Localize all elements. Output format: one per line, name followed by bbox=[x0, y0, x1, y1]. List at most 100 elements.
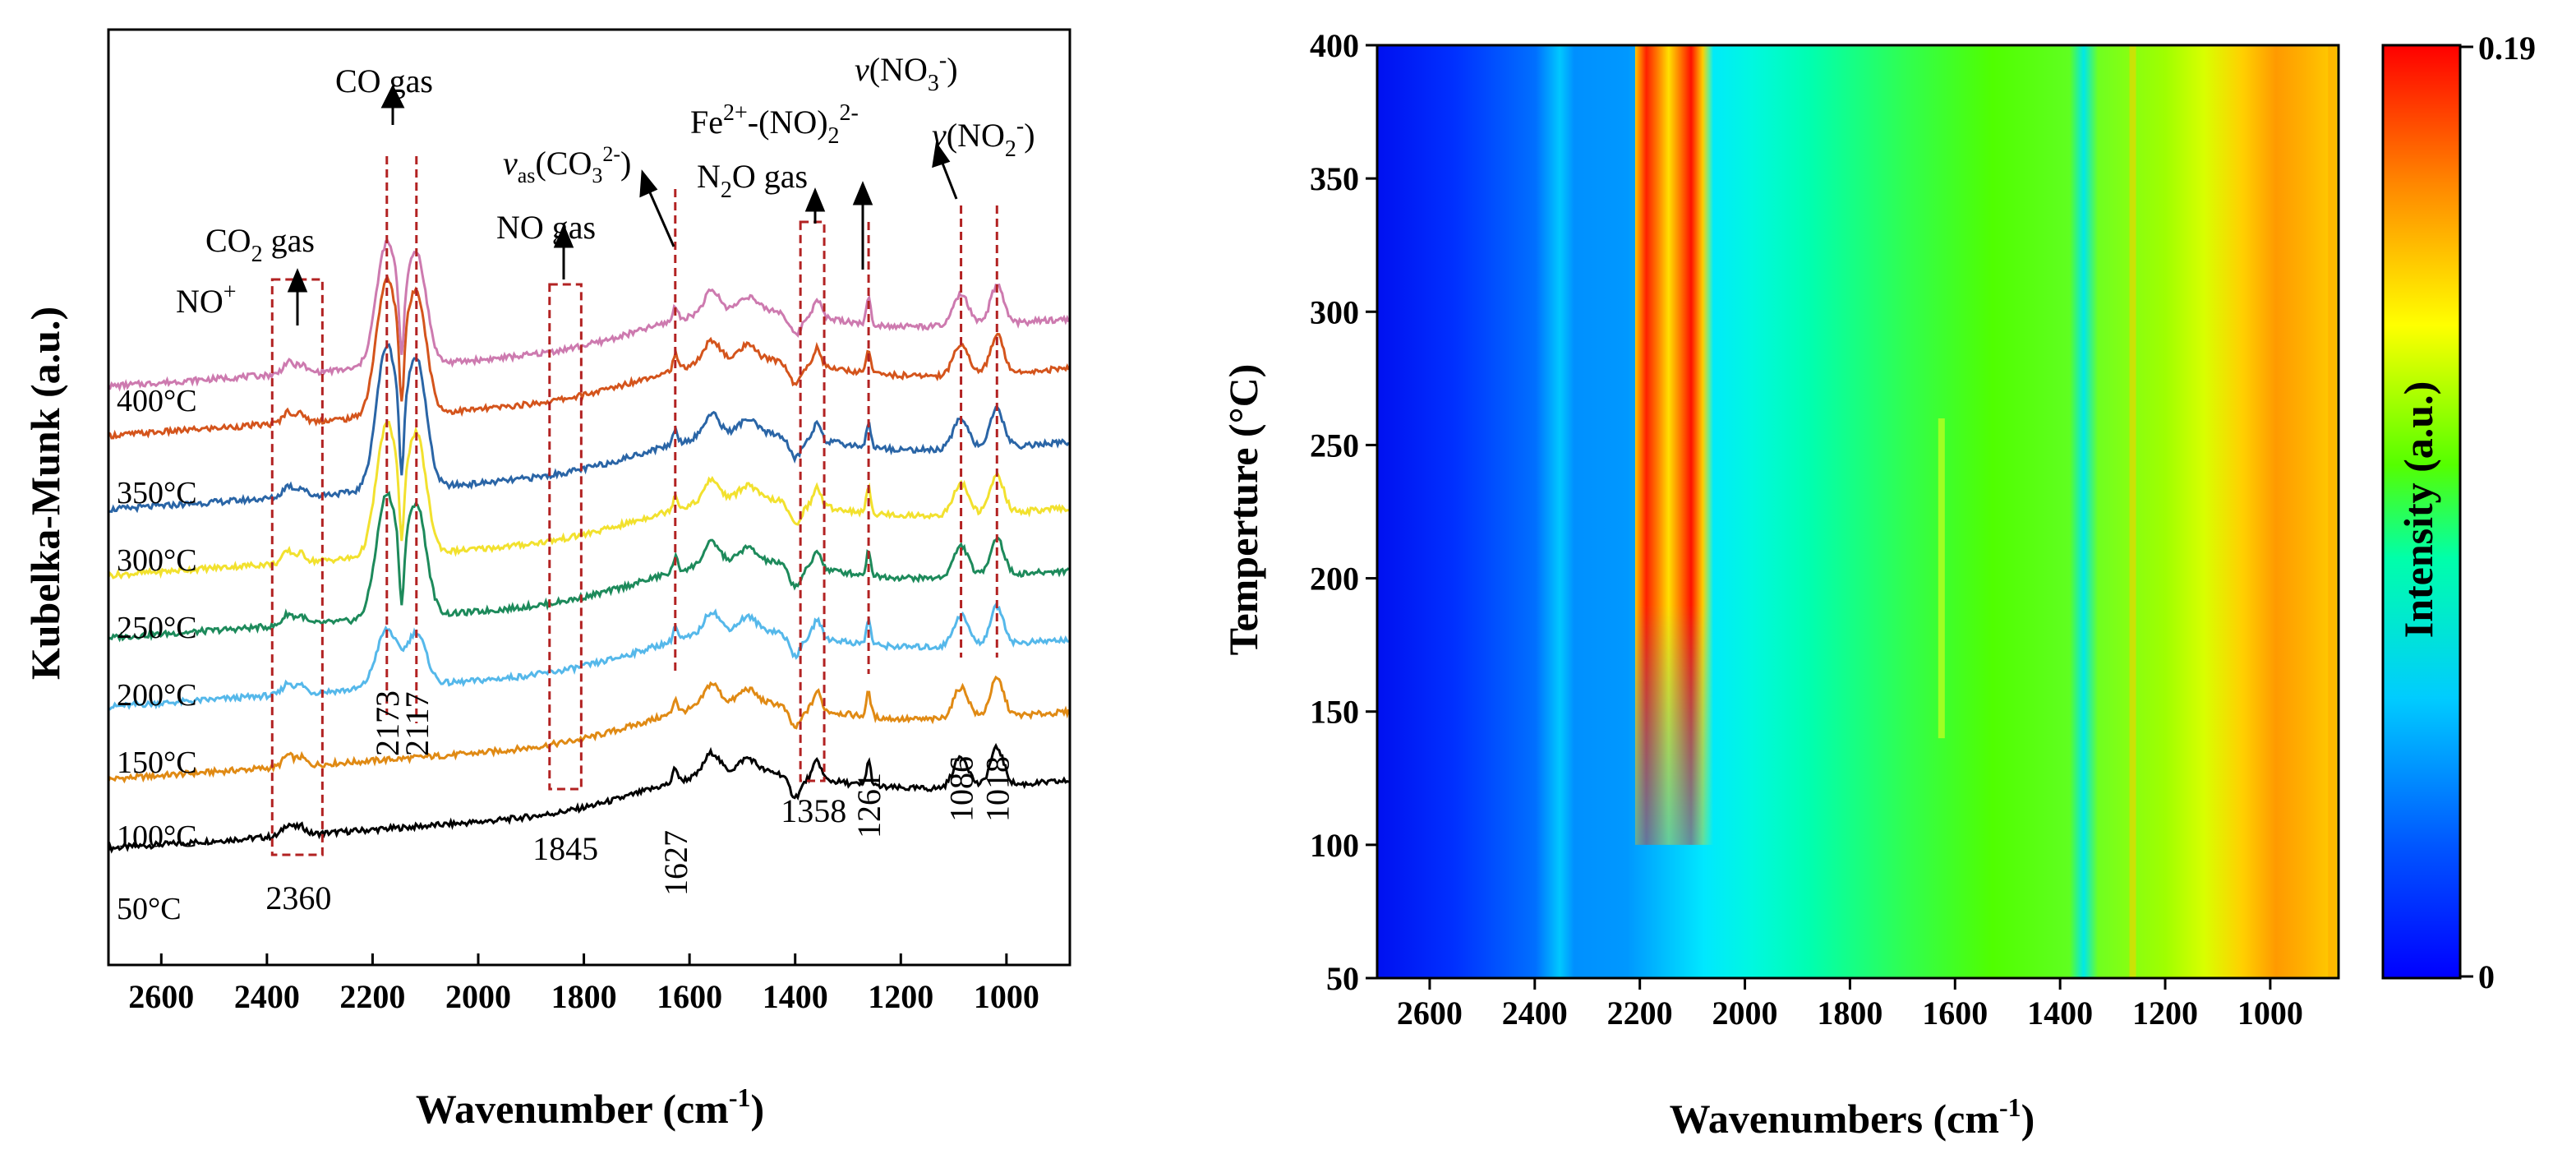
spectrum-line-350c bbox=[108, 274, 1071, 440]
peak-label: 2173 bbox=[369, 690, 406, 756]
left-x-tick-label: 2600 bbox=[128, 978, 194, 1015]
right-x-tick-label: 2000 bbox=[1712, 995, 1778, 1032]
curve-label: 200°C bbox=[117, 678, 197, 713]
arrowhead-no-gas bbox=[553, 224, 574, 248]
curve-label: 100°C bbox=[117, 819, 197, 854]
colorbar-title: Intensity (a.u.) bbox=[2395, 381, 2441, 639]
colorbar-frame bbox=[2381, 44, 2462, 980]
arrow-vas bbox=[647, 190, 675, 247]
curve-label: 300°C bbox=[117, 543, 197, 578]
heatmap-base bbox=[1377, 45, 2339, 978]
left-x-ticks: 2600 2400 2200 2000 1800 1600 1400 1200 1000 bbox=[128, 953, 1039, 1015]
heatmap-stripe-1261 bbox=[2129, 45, 2136, 978]
spectrum-line-300c bbox=[108, 343, 1070, 514]
right-y-tick-label: 300 bbox=[1310, 293, 1359, 330]
left-spectra-group bbox=[107, 238, 1071, 854]
left-x-tick-label: 1600 bbox=[657, 978, 722, 1015]
annotation-vno3: v(NO3-) bbox=[855, 48, 958, 96]
left-y-axis-title: Kubelka-Munk (a.u.) bbox=[22, 307, 68, 680]
heatmap bbox=[1377, 45, 2339, 978]
curve-label: 250°C bbox=[117, 611, 197, 645]
right-x-tick-label: 2600 bbox=[1397, 995, 1463, 1032]
right-panel: 2600 2400 2200 2000 1800 1600 1400 1200 1000 501… bbox=[1220, 27, 2536, 1142]
left-x-tick-label: 2000 bbox=[445, 978, 511, 1015]
heatmap-band-co bbox=[1624, 45, 1714, 845]
annotation-co-gas: CO gas bbox=[335, 62, 433, 99]
right-y-tick-label: 200 bbox=[1310, 561, 1359, 598]
spectrum-line-250c bbox=[107, 420, 1069, 580]
curve-label: 150°C bbox=[117, 745, 197, 780]
arrowhead-vas bbox=[639, 169, 658, 198]
colorbar-min-label: 0 bbox=[2478, 958, 2495, 995]
annotation-no-gas: NO gas bbox=[496, 209, 596, 246]
right-plot-frame bbox=[1376, 44, 2340, 980]
left-x-axis-title: Wavenumber (cm-1) bbox=[416, 1082, 764, 1132]
curve-label: 50°C bbox=[117, 892, 182, 926]
right-x-tick-label: 1800 bbox=[1817, 995, 1882, 1032]
right-x-tick-label: 1600 bbox=[1922, 995, 1988, 1032]
annotation-vas-co3: vas(CO32-) bbox=[503, 142, 631, 187]
curve-label: 400°C bbox=[117, 384, 197, 418]
right-x-tick-label: 2200 bbox=[1607, 995, 1673, 1032]
right-y-tick-label: 50 bbox=[1326, 960, 1359, 997]
right-x-tick-label: 2400 bbox=[1502, 995, 1568, 1032]
peak-label: 1086 bbox=[943, 756, 980, 822]
peak-markers-group bbox=[270, 156, 998, 856]
peak-label: 1627 bbox=[657, 830, 694, 896]
right-y-tick-label: 350 bbox=[1310, 160, 1359, 197]
right-x-tick-label: 1000 bbox=[2237, 995, 2303, 1032]
left-x-tick-label: 1000 bbox=[974, 978, 1039, 1015]
right-y-tick-label: 250 bbox=[1310, 427, 1359, 464]
left-x-tick-label: 2200 bbox=[339, 978, 405, 1015]
curve-labels: 50°C 100°C 150°C 200°C 250°C 300°C 350°C 400°C bbox=[117, 384, 197, 926]
annotations: CO gas CO2 gas NO+ NO gas vas(CO32-) Fe2… bbox=[176, 48, 1035, 320]
spectrum-line-200c bbox=[108, 491, 1070, 643]
arrowhead-co-gas bbox=[380, 84, 405, 108]
left-x-tick-label: 2400 bbox=[234, 978, 300, 1015]
peak-label: 2117 bbox=[399, 691, 435, 756]
annotation-vno2: v(NO2-) bbox=[932, 113, 1035, 162]
right-x-ticks: 2600 2400 2200 2000 1800 1600 1400 1200 1000 bbox=[1397, 978, 2303, 1032]
left-x-tick-label: 1800 bbox=[551, 978, 617, 1015]
heatmap-bands bbox=[1624, 45, 2337, 978]
peak-label: 1018 bbox=[979, 756, 1016, 822]
peak-region-box bbox=[799, 220, 826, 782]
left-panel: 2600 2400 2200 2000 1800 1600 1400 1200 1000 Wav… bbox=[22, 28, 1071, 1132]
right-y-tick-label: 100 bbox=[1310, 827, 1359, 864]
left-plot-frame bbox=[107, 28, 1071, 967]
left-x-tick-label: 1400 bbox=[763, 978, 828, 1015]
peak-label: 1845 bbox=[532, 830, 598, 867]
right-y-tick-label: 400 bbox=[1310, 27, 1359, 64]
peak-label: 2360 bbox=[265, 879, 331, 916]
annotation-co2-gas: CO2 gas bbox=[205, 222, 315, 267]
peak-region-box bbox=[548, 283, 583, 791]
spectrum-line-400c bbox=[108, 238, 1071, 392]
heatmap-stripe-edge bbox=[2328, 45, 2337, 978]
arrowhead-n2o bbox=[852, 181, 873, 205]
right-x-tick-label: 1400 bbox=[2027, 995, 2093, 1032]
curve-label: 350°C bbox=[117, 476, 197, 510]
annotation-arrows bbox=[287, 84, 958, 325]
annotation-no-plus: NO+ bbox=[176, 279, 237, 320]
arrowhead-vno3 bbox=[932, 141, 951, 168]
annotation-n2o-gas: N2O gas bbox=[697, 158, 808, 203]
spectrum-line-150c bbox=[108, 602, 1070, 711]
heatmap-stripe-1627 bbox=[1938, 418, 1945, 739]
peak-label: 1261 bbox=[850, 773, 887, 838]
spectrum-line-50c bbox=[107, 742, 1070, 854]
left-x-tick-label: 1200 bbox=[868, 978, 933, 1015]
arrowhead-co2 bbox=[287, 268, 308, 293]
colorbar: 0.19 0 Intensity (a.u.) bbox=[2381, 30, 2536, 995]
colorbar-gradient bbox=[2383, 45, 2460, 978]
right-y-ticks: 50 100 150 200 250 300 350 400 bbox=[1310, 27, 1377, 997]
right-x-axis-title: Wavenumbers (cm-1) bbox=[1670, 1092, 2035, 1142]
spectrum-line-100c bbox=[107, 675, 1071, 784]
peak-label: 1358 bbox=[781, 792, 846, 829]
arrow-vno3 bbox=[940, 160, 958, 200]
arrowhead-fe bbox=[804, 187, 826, 212]
annotation-fe-no: Fe2+-(NO)22- bbox=[690, 100, 859, 149]
peak-region-box bbox=[270, 278, 324, 856]
colorbar-max-label: 0.19 bbox=[2478, 30, 2536, 67]
